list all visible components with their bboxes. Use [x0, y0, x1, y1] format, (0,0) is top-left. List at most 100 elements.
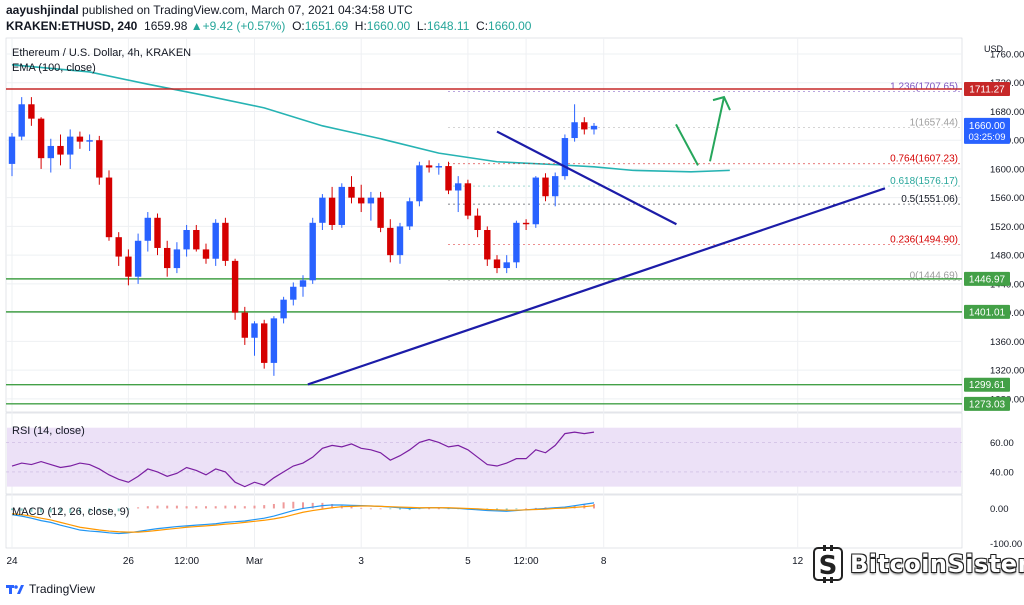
candle-body	[212, 222, 219, 259]
candle-body	[406, 201, 413, 227]
candle-body	[387, 227, 394, 256]
macd-histogram-bar	[78, 508, 81, 513]
fib-level-label: 0.236(1494.90)	[890, 234, 958, 245]
macd-histogram-bar	[98, 508, 101, 512]
fib-level-label: 0(1444.69)	[910, 271, 958, 282]
rsi-axis-tick-label: 40.00	[990, 467, 1014, 478]
tradingview-footer[interactable]: TradingView	[6, 582, 95, 596]
fib-level-label: 1(1657.44)	[910, 118, 958, 129]
macd-histogram-bar	[253, 505, 256, 509]
candle-body	[445, 166, 452, 191]
level-price-tag	[964, 82, 1010, 97]
macd-histogram-bar	[350, 506, 353, 509]
candle-body	[590, 125, 598, 130]
bitcoinsistemi-watermark: S BitcoinSistemi	[812, 544, 1024, 584]
macd-histogram-bar	[146, 506, 149, 509]
macd-histogram-bar	[185, 506, 188, 509]
rsi-line	[11, 431, 595, 488]
candle-body	[338, 186, 345, 225]
candle-body	[154, 217, 161, 248]
high-label: H:	[354, 19, 367, 33]
open-value: 1651.69	[304, 19, 349, 33]
candle-body	[47, 145, 54, 159]
up-arrow-icon: ▲	[190, 19, 203, 33]
candle-body	[571, 122, 578, 139]
macd-histogram-bar	[243, 506, 246, 509]
candle-body	[115, 237, 122, 257]
candle-body	[105, 177, 113, 238]
candle-body	[319, 197, 326, 223]
macd-axis-tick-label: 0.00	[990, 504, 1009, 515]
candle-body	[67, 136, 74, 155]
arrow-head-icon	[712, 95, 731, 111]
candle-body	[222, 222, 229, 261]
level-price-tag	[964, 377, 1010, 392]
candle-body	[173, 249, 181, 269]
macd-signal-line	[11, 505, 595, 533]
current-price-tag	[964, 117, 1010, 144]
tradingview-logo-icon	[6, 584, 24, 594]
publish-info: aayushjindal published on TradingView.co…	[6, 3, 413, 17]
macd-histogram-bar	[311, 502, 314, 509]
time-axis-tick-label: 12:00	[514, 556, 539, 567]
projection-arrow-up	[709, 96, 725, 162]
macd-histogram-bar	[360, 507, 363, 509]
candle-body	[328, 197, 336, 225]
symbol-label: KRAKEN:ETHUSD, 240	[6, 19, 138, 33]
candle-body	[251, 323, 258, 338]
macd-line	[11, 502, 595, 535]
macd-histogram-bar	[525, 508, 528, 510]
candle-body	[299, 280, 307, 287]
candle-body	[396, 226, 404, 256]
macd-histogram-bar	[214, 506, 217, 509]
candle-body	[86, 140, 93, 142]
macd-histogram-bar	[447, 508, 450, 510]
price-change: +9.42 (+0.57%)	[202, 19, 286, 33]
candle-body	[76, 136, 84, 142]
ema-indicator-label: EMA (100, close)	[12, 62, 96, 74]
macd-histogram-bar	[49, 508, 52, 513]
macd-histogram-bar	[20, 508, 23, 511]
time-axis-tick-label: 3	[358, 556, 364, 567]
candle-body	[435, 166, 442, 168]
trendline	[307, 187, 886, 386]
level-price-tag-text: 1299.61	[969, 380, 1006, 391]
candle-body	[367, 197, 375, 204]
trendline	[496, 130, 677, 226]
candle-body	[348, 186, 355, 198]
candle-body	[416, 165, 423, 202]
bar-countdown-text: 03:25:09	[969, 132, 1006, 143]
low-value: 1648.11	[426, 19, 470, 33]
author-name[interactable]: aayushjindal	[6, 3, 79, 17]
time-axis-tick-label: 8	[601, 556, 607, 567]
fib-level-label: 0.764(1607.23)	[890, 154, 958, 165]
price-axis-tick-label: 1600.00	[990, 164, 1024, 175]
macd-axis-tick-label: -100.00	[990, 539, 1022, 550]
bitcoin-logo-icon: S	[813, 545, 843, 583]
candle-body	[183, 230, 190, 250]
candle-body	[134, 240, 142, 277]
level-price-tag	[964, 396, 1010, 411]
candle-body	[358, 197, 365, 204]
candle-body	[37, 118, 45, 159]
macd-histogram-bar	[156, 505, 159, 509]
price-axis-tick-label: 1360.00	[990, 337, 1024, 348]
time-axis-tick-label: 12:00	[174, 556, 199, 567]
macd-histogram-bar	[234, 505, 237, 509]
candle-body	[522, 222, 530, 225]
low-label: L:	[416, 19, 427, 33]
close-value: 1660.00	[488, 19, 532, 33]
macd-histogram-bar	[418, 508, 421, 510]
macd-histogram-bar	[263, 505, 266, 509]
candle-body	[474, 215, 481, 230]
time-axis-tick-label: Mar	[246, 556, 264, 567]
candle-body	[8, 136, 16, 164]
currency-label: USD	[984, 44, 1004, 54]
level-price-tag-text: 1273.03	[969, 399, 1006, 410]
macd-histogram-bar	[224, 505, 227, 509]
price-axis-tick-label: 1480.00	[990, 251, 1024, 262]
macd-histogram-bar	[292, 501, 295, 509]
time-axis-tick-label: 24	[6, 556, 18, 567]
level-price-tag	[964, 271, 1010, 286]
